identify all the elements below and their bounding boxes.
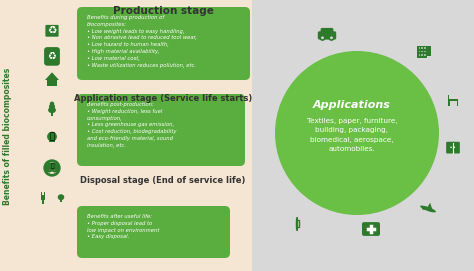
- FancyBboxPatch shape: [362, 222, 380, 236]
- Text: Application stage (Service life starts): Application stage (Service life starts): [74, 94, 252, 103]
- Bar: [42, 200, 44, 204]
- Bar: [296, 220, 299, 227]
- Text: 🌿: 🌿: [50, 163, 54, 169]
- Text: 🌱: 🌱: [49, 132, 55, 141]
- Text: Production stage: Production stage: [112, 6, 213, 16]
- FancyBboxPatch shape: [320, 28, 333, 35]
- Bar: [0, 0, 252, 271]
- Bar: [421, 47, 423, 49]
- Bar: [421, 54, 423, 56]
- FancyBboxPatch shape: [44, 47, 60, 66]
- Text: Benefits during production of
biocomposites:
• Low weight leads to easy handling: Benefits during production of biocomposi…: [87, 15, 197, 67]
- Circle shape: [320, 36, 325, 40]
- Circle shape: [454, 147, 455, 148]
- Bar: [51, 111, 53, 116]
- Bar: [60, 200, 63, 202]
- Ellipse shape: [48, 107, 56, 113]
- Bar: [41, 195, 46, 200]
- FancyBboxPatch shape: [318, 31, 336, 40]
- Bar: [41, 192, 42, 195]
- Circle shape: [275, 51, 439, 215]
- Bar: [419, 51, 420, 52]
- Polygon shape: [422, 206, 425, 210]
- Bar: [47, 80, 57, 86]
- Bar: [426, 46, 431, 56]
- FancyBboxPatch shape: [46, 25, 59, 37]
- Text: ♻: ♻: [47, 25, 57, 35]
- Ellipse shape: [50, 102, 54, 106]
- Bar: [448, 101, 450, 106]
- Text: Benefits post-production:
• Weight reduction, less fuel
consumption,
• Less gree: Benefits post-production: • Weight reduc…: [87, 102, 176, 148]
- FancyBboxPatch shape: [77, 7, 250, 80]
- Ellipse shape: [49, 104, 55, 109]
- Ellipse shape: [420, 206, 436, 212]
- Text: Benefits after useful life:
• Proper disposal lead to
low impact on environment
: Benefits after useful life: • Proper dis…: [87, 214, 159, 239]
- Circle shape: [329, 36, 334, 40]
- Bar: [49, 140, 55, 143]
- Text: Applications: Applications: [313, 100, 391, 110]
- Bar: [448, 99, 458, 101]
- FancyBboxPatch shape: [46, 164, 59, 172]
- Bar: [424, 51, 426, 52]
- FancyBboxPatch shape: [77, 206, 230, 258]
- Text: Textiles, paper, furniture,
building, packaging,
biomedical, aerospace,
automobi: Textiles, paper, furniture, building, pa…: [307, 118, 397, 152]
- Bar: [419, 47, 420, 49]
- Text: Disposal stage (End of service life): Disposal stage (End of service life): [80, 176, 246, 185]
- Bar: [424, 54, 426, 56]
- Bar: [448, 95, 449, 101]
- Bar: [44, 192, 45, 195]
- FancyBboxPatch shape: [77, 94, 245, 166]
- Bar: [419, 54, 420, 56]
- Ellipse shape: [58, 194, 64, 200]
- Bar: [421, 51, 423, 52]
- Bar: [457, 101, 458, 106]
- Circle shape: [54, 169, 56, 172]
- Bar: [252, 0, 474, 271]
- Circle shape: [48, 169, 51, 172]
- Polygon shape: [45, 72, 59, 80]
- Text: Benefits of filled biocomposites: Benefits of filled biocomposites: [3, 67, 12, 205]
- Bar: [46, 24, 58, 26]
- Circle shape: [47, 132, 57, 141]
- Polygon shape: [427, 203, 432, 209]
- Bar: [424, 47, 426, 49]
- Circle shape: [450, 147, 452, 148]
- Bar: [417, 46, 427, 58]
- FancyBboxPatch shape: [446, 142, 460, 153]
- Text: ♻: ♻: [47, 51, 56, 61]
- FancyBboxPatch shape: [47, 163, 57, 169]
